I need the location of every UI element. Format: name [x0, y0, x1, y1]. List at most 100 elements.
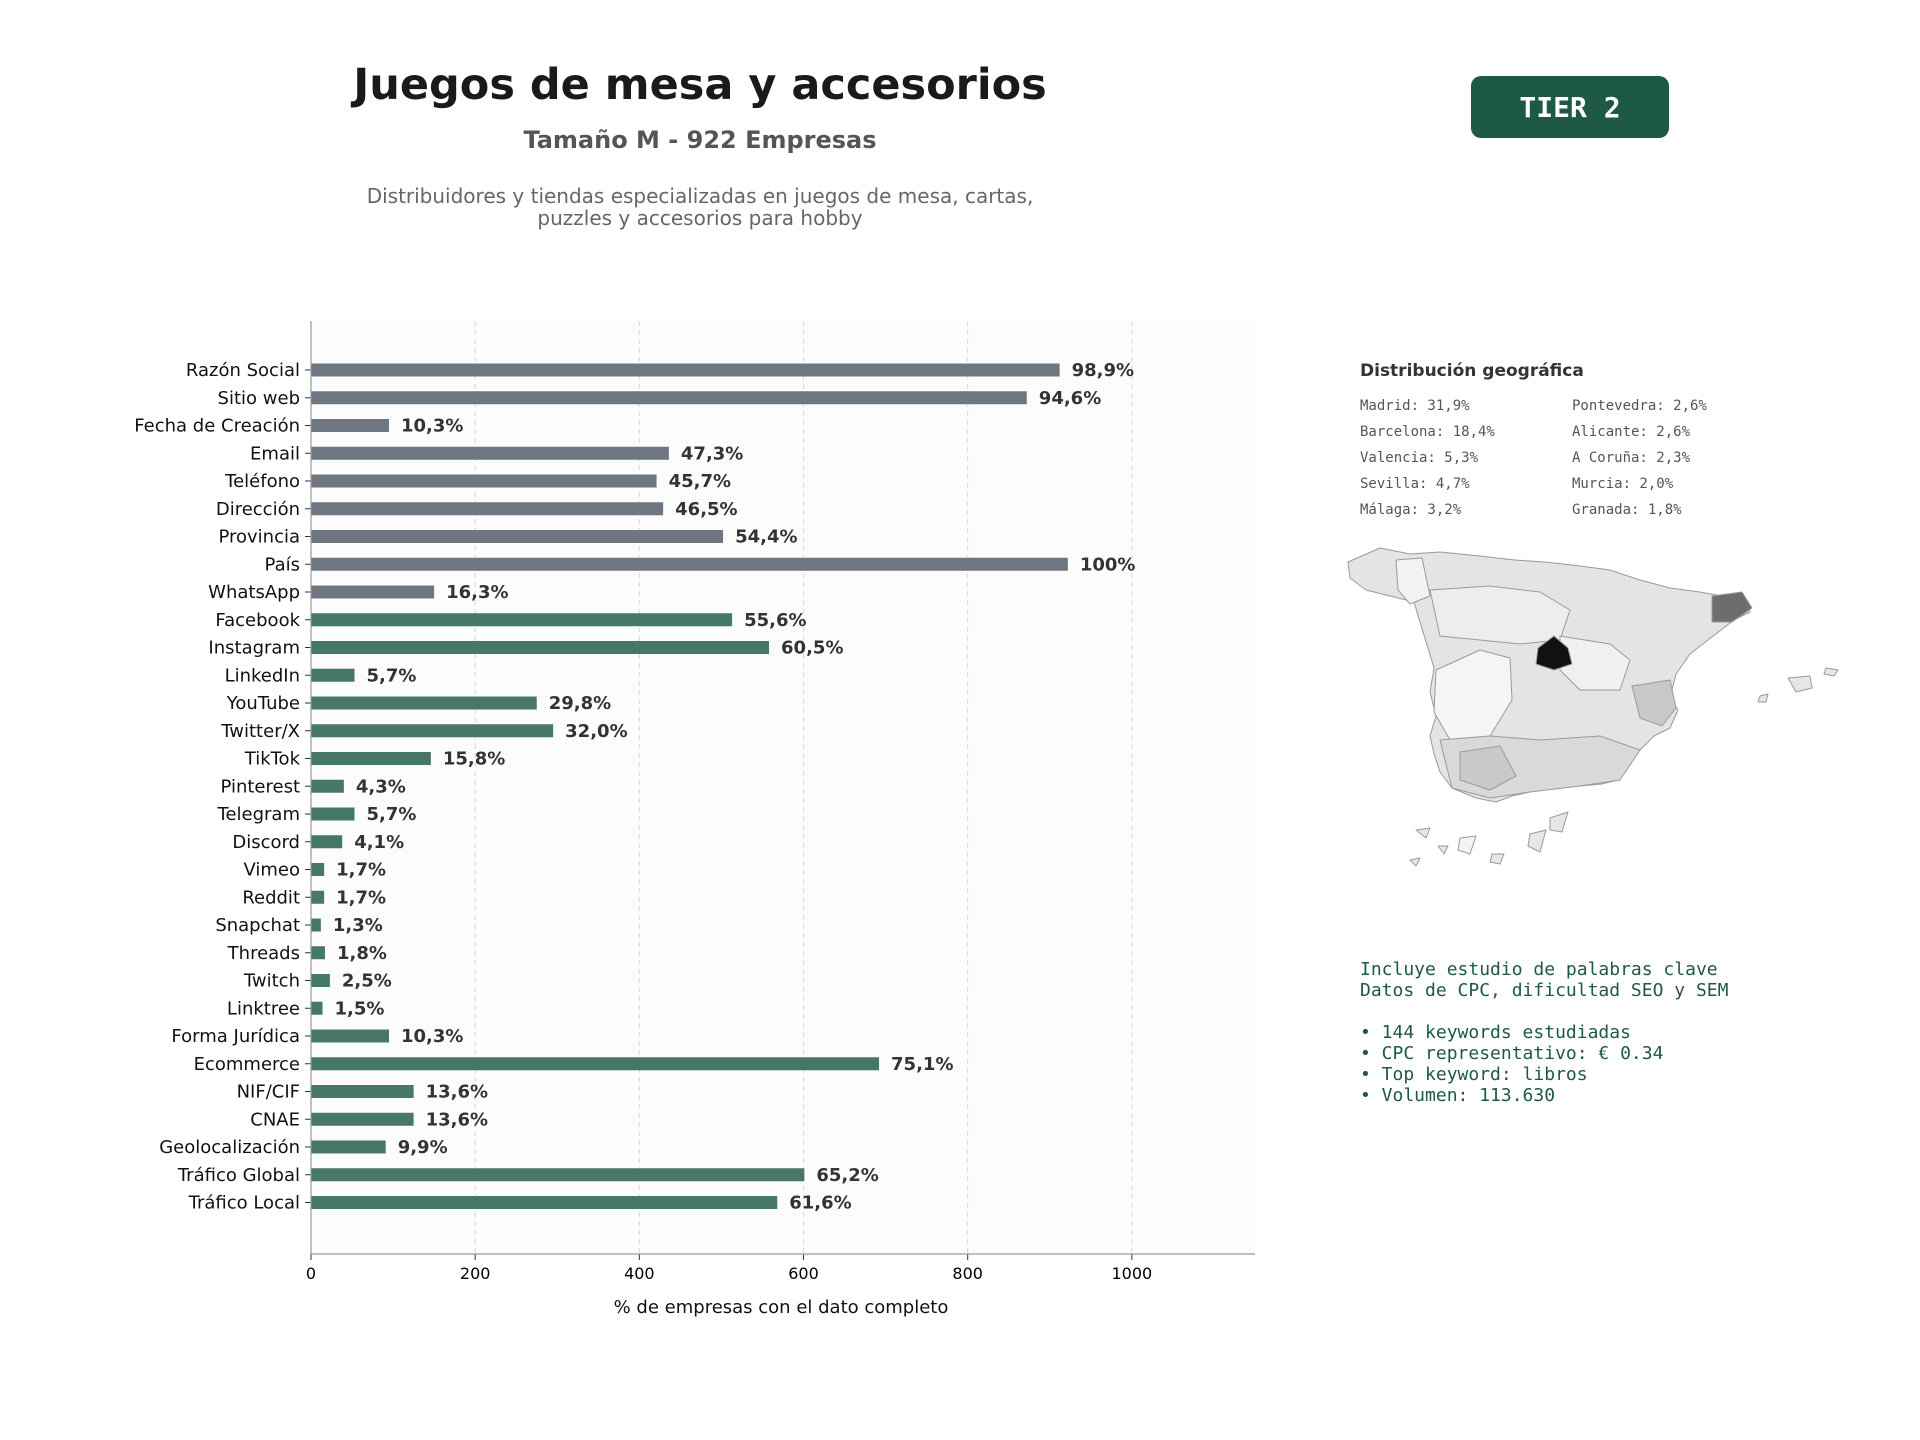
bar [311, 918, 321, 932]
bar [311, 1140, 386, 1154]
bar [311, 613, 733, 627]
category-label: Instagram [208, 638, 300, 659]
data-label: 29,8% [549, 693, 611, 714]
bar [311, 1001, 323, 1015]
category-label: Dirección [216, 499, 300, 520]
page-subtitle: Tamaño M - 922 Empresas [523, 126, 877, 154]
map-center-west [1433, 649, 1513, 741]
category-label: Pinterest [220, 776, 300, 797]
category-label: Forma Jurídica [171, 1026, 300, 1047]
data-label: 13,6% [426, 1082, 488, 1103]
bar [311, 641, 770, 654]
bar [311, 724, 554, 738]
bar [311, 446, 669, 460]
category-label: Sitio web [218, 388, 300, 409]
map-canarias-2 [1457, 835, 1477, 855]
geo-item: Murcia: 2,0% [1572, 476, 1674, 492]
data-label: 98,9% [1072, 360, 1134, 381]
geo-item: Alicante: 2,6% [1572, 424, 1691, 440]
data-label: 32,0% [565, 721, 627, 742]
category-label: Snapchat [215, 915, 300, 936]
data-label: 4,1% [354, 832, 404, 853]
bar [311, 391, 1027, 405]
data-label: 54,4% [735, 527, 797, 548]
x-tick-label: 400 [624, 1264, 655, 1283]
bar [311, 1057, 880, 1071]
bar [311, 419, 389, 432]
bar [311, 1196, 778, 1209]
category-label: CNAE [250, 1109, 300, 1130]
category-label: Telegram [217, 804, 300, 825]
map-canarias-7 [1409, 857, 1421, 867]
map-canarias-5 [1527, 829, 1547, 853]
bar [311, 1029, 389, 1043]
bar [311, 890, 325, 904]
map-baleares-mallorca [1787, 675, 1813, 693]
geo-item: A Coruña: 2,3% [1572, 450, 1691, 466]
category-label: País [265, 554, 300, 575]
data-label: 55,6% [744, 610, 806, 631]
category-label: Twitch [243, 971, 300, 992]
data-label: 10,3% [401, 1026, 463, 1047]
bar [311, 946, 325, 960]
data-label: 16,3% [446, 582, 508, 603]
bar [311, 835, 343, 849]
geo-item: Barcelona: 18,4% [1360, 424, 1495, 440]
map-madrid [1535, 635, 1573, 671]
map-sevilla [1459, 745, 1517, 791]
bar [311, 807, 355, 821]
x-tick-label: 200 [460, 1264, 491, 1283]
map-barcelona [1711, 591, 1753, 623]
keyword-bullet: • 144 keywords estudiadas [1360, 1021, 1631, 1043]
data-label: 94,6% [1039, 388, 1101, 409]
map-east-center [1559, 635, 1631, 691]
data-label: 4,3% [356, 776, 406, 797]
keyword-line: Incluye estudio de palabras clave [1360, 959, 1718, 980]
bar [311, 502, 664, 516]
bar [311, 752, 431, 765]
x-tick-label: 1000 [1112, 1264, 1153, 1283]
map-canarias-1 [1415, 827, 1431, 839]
bar [311, 363, 1060, 377]
category-label: Tráfico Local [188, 1193, 300, 1214]
description-line-2: puzzles y accesorios para hobby [537, 206, 863, 230]
category-label: Tráfico Global [177, 1165, 300, 1186]
bar [311, 1085, 414, 1098]
spacer [1360, 1002, 1728, 1022]
geo-item: Pontevedra: 2,6% [1572, 398, 1707, 414]
keyword-bullet: • Volumen: 113.630 [1360, 1085, 1556, 1107]
category-label: Linktree [227, 998, 300, 1019]
page-title: Juegos de mesa y accesorios [353, 60, 1047, 110]
category-label: LinkedIn [225, 665, 300, 686]
x-tick-label: 800 [952, 1264, 983, 1283]
bar [311, 696, 537, 710]
data-label: 46,5% [675, 499, 737, 520]
geo-item: Málaga: 3,2% [1360, 502, 1462, 518]
bar [311, 1112, 414, 1126]
data-label: 65,2% [816, 1165, 878, 1186]
map-canarias-4 [1489, 853, 1505, 865]
category-label: Fecha de Creación [134, 416, 300, 437]
category-label: Reddit [242, 887, 300, 908]
geo-item: Granada: 1,8% [1572, 502, 1682, 518]
data-label: 2,5% [342, 971, 392, 992]
bar [311, 1168, 805, 1182]
bar [311, 779, 344, 793]
map-canarias-6 [1549, 811, 1569, 833]
bar [311, 863, 325, 876]
map-baleares-ibiza [1757, 693, 1769, 703]
data-label: 1,8% [337, 943, 387, 964]
geo-item: Sevilla: 4,7% [1360, 476, 1470, 492]
description-line-1: Distribuidores y tiendas especializadas … [366, 184, 1034, 208]
category-label: Provincia [218, 527, 300, 548]
category-label: TikTok [244, 749, 301, 770]
keyword-bullet: • Top keyword: libros [1360, 1064, 1588, 1086]
data-label: 61,6% [789, 1193, 851, 1214]
page-description: Distribuidores y tiendas especializadas … [0, 185, 1400, 229]
x-tick-label: 600 [788, 1264, 819, 1283]
category-label: Threads [227, 943, 300, 964]
category-label: Teléfono [224, 471, 300, 492]
keyword-line: Datos de CPC, dificultad SEO y SEM [1360, 980, 1729, 1002]
category-label: WhatsApp [208, 582, 300, 603]
data-label: 75,1% [891, 1054, 953, 1075]
